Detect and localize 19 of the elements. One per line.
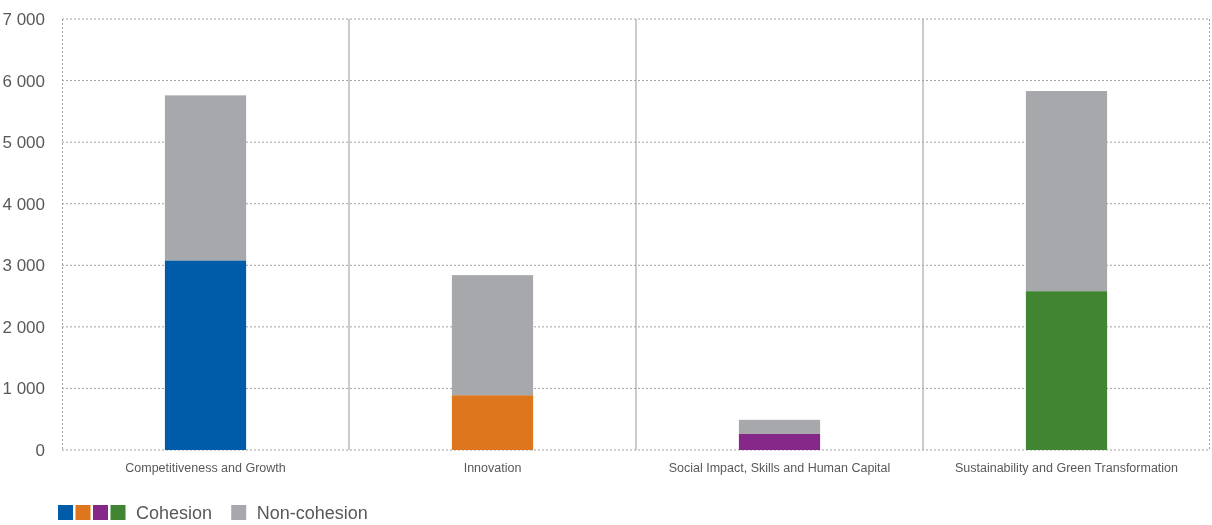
y-tick-label: 1 000 [2, 379, 45, 399]
legend-label: Cohesion [136, 503, 213, 523]
x-tick-label: Competitiveness and Growth [125, 461, 286, 475]
legend-label: Non-cohesion [256, 503, 368, 523]
x-tick-label: Sustainability and Green Transformation [954, 461, 1179, 475]
x-tick-label: Social Impact, Skills and Human Capital [668, 461, 891, 475]
y-tick-label: 0 [35, 440, 45, 460]
x-tick-label: Innovation [463, 461, 522, 475]
bar [738, 419, 821, 434]
bar [1025, 291, 1108, 450]
y-tick-label: 5 000 [2, 133, 45, 153]
bar [451, 395, 534, 450]
bar [164, 260, 247, 450]
y-tick-label: 4 000 [2, 194, 45, 214]
y-tick-label: 6 000 [2, 71, 45, 91]
y-tick-label: 7 000 [2, 9, 45, 29]
y-tick-label: 2 000 [2, 317, 45, 337]
bar [738, 433, 821, 450]
y-tick-label: 3 000 [2, 256, 45, 276]
